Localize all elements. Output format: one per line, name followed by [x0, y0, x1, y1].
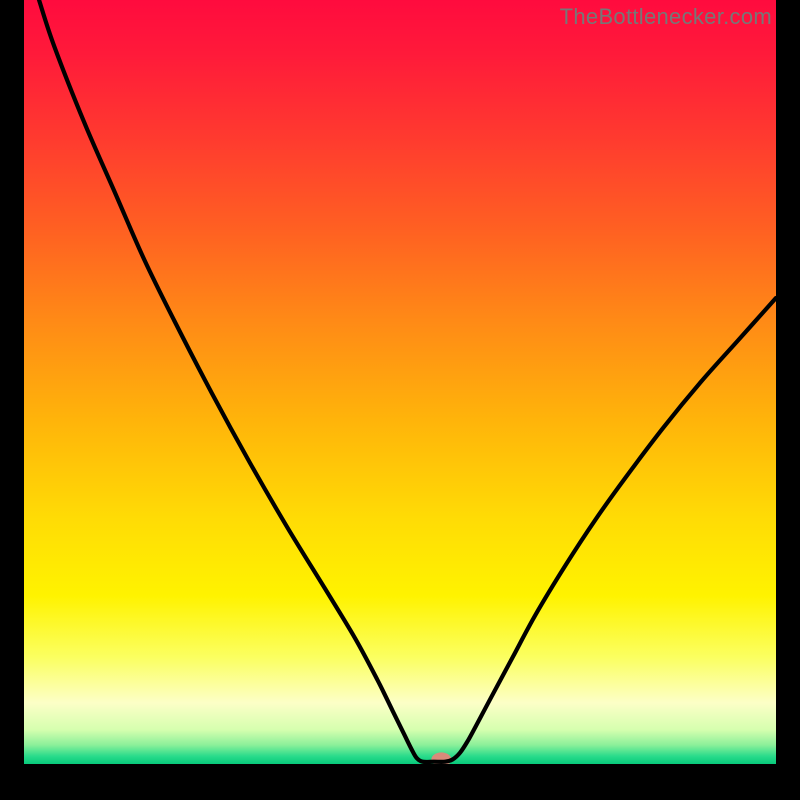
plot-background	[24, 0, 776, 764]
chart-svg	[0, 0, 800, 800]
bottleneck-chart: TheBottlenecker.com	[0, 0, 800, 800]
